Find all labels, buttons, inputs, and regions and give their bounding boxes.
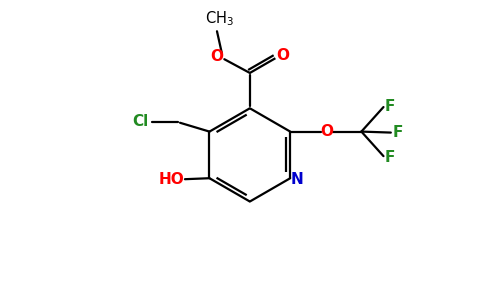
Text: N: N	[290, 172, 303, 187]
Text: O: O	[211, 49, 224, 64]
Text: HO: HO	[159, 172, 184, 187]
Text: O: O	[320, 124, 333, 139]
Text: F: F	[385, 150, 395, 165]
Text: CH$_3$: CH$_3$	[205, 10, 234, 28]
Text: F: F	[385, 99, 395, 114]
Text: F: F	[393, 125, 403, 140]
Text: Cl: Cl	[133, 114, 149, 129]
Text: O: O	[277, 48, 290, 63]
